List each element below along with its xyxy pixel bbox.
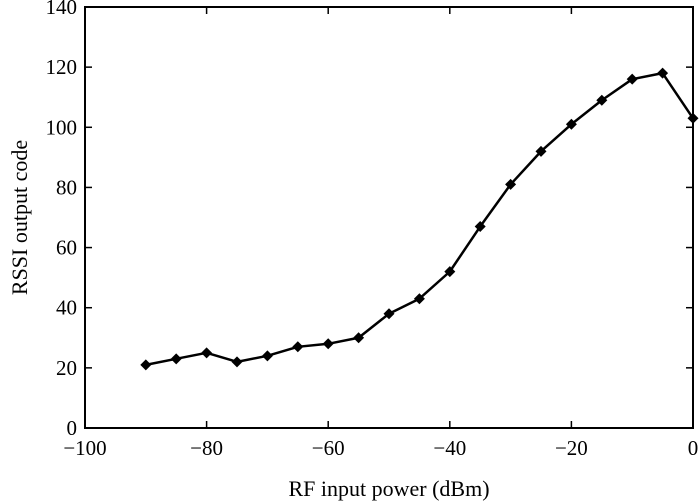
data-point — [657, 67, 669, 79]
data-point — [170, 353, 182, 365]
x-tick-label: −80 — [190, 436, 223, 460]
data-point — [261, 350, 273, 362]
data-point — [626, 73, 638, 85]
series-line — [145, 71, 695, 367]
y-tick-label: 140 — [46, 0, 78, 19]
data-point — [322, 338, 334, 350]
data-point — [474, 221, 486, 233]
y-tick-label: 120 — [46, 55, 78, 79]
axis-ticks — [84, 6, 694, 429]
plot-frame — [84, 6, 694, 429]
data-point — [596, 94, 608, 106]
data-point — [231, 356, 243, 368]
y-tick-label: 100 — [46, 115, 78, 139]
tick-labels: −100 −80 −60 −40 −20 0 0 20 40 60 80 100 120 140 — [46, 0, 699, 460]
y-tick-label: 80 — [56, 175, 77, 199]
y-axis-title: RSSI output code — [7, 140, 32, 295]
data-point — [383, 308, 395, 320]
data-point — [565, 118, 577, 130]
data-point — [444, 266, 456, 278]
data-point — [687, 112, 699, 124]
plot-area-frame — [84, 6, 694, 429]
y-tick-label: 40 — [56, 296, 77, 320]
x-tick-label: −60 — [312, 436, 345, 460]
data-point — [292, 341, 304, 353]
data-point — [505, 178, 517, 190]
data-series — [140, 67, 699, 371]
y-tick-label: 20 — [56, 356, 77, 380]
data-point — [201, 347, 213, 359]
y-tick-label: 0 — [67, 416, 78, 440]
x-tick-label: −20 — [555, 436, 588, 460]
y-tick-label: 60 — [56, 236, 77, 260]
x-tick-label: −100 — [63, 436, 106, 460]
x-tick-label: −40 — [433, 436, 466, 460]
x-tick-label: 0 — [688, 436, 699, 460]
x-axis-title: RF input power (dBm) — [288, 476, 489, 501]
data-point — [140, 359, 152, 371]
data-point — [413, 293, 425, 305]
data-point — [353, 332, 365, 344]
data-point — [535, 145, 547, 157]
